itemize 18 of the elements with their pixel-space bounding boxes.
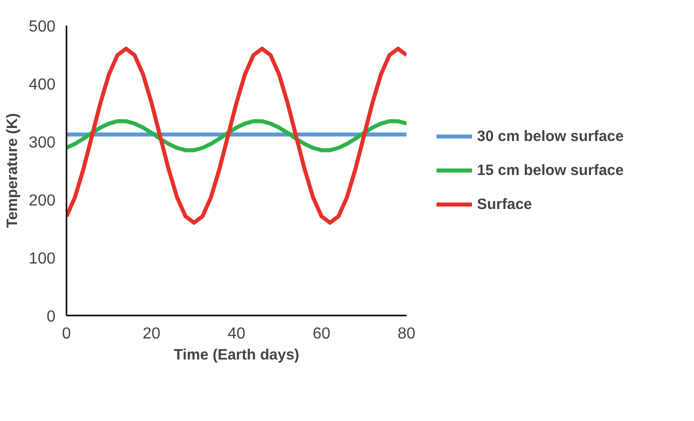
legend-label: Surface [477,196,532,212]
line-series [66,119,406,152]
y-tick-label: 200 [28,192,56,210]
x-tick-label: 20 [142,326,160,342]
x-tick-label: 60 [312,326,330,342]
x-tick-label: 80 [398,326,416,342]
y-tick-label: 400 [28,76,56,94]
y-tick-label: 500 [28,18,56,36]
legend-label: 30 cm below surface [477,128,624,144]
y-tick-label: 100 [28,250,56,268]
line-series [66,46,406,225]
x-tick-label: 40 [228,326,246,342]
legend-label: 15 cm below surface [477,162,624,178]
y-tick-label: 0 [46,308,56,326]
y-tick-label: 300 [28,134,56,152]
y-axis-title: Temperature (K) [4,113,21,228]
x-tick-label: 0 [62,326,72,342]
x-axis-title: Time (Earth days) [174,346,300,364]
